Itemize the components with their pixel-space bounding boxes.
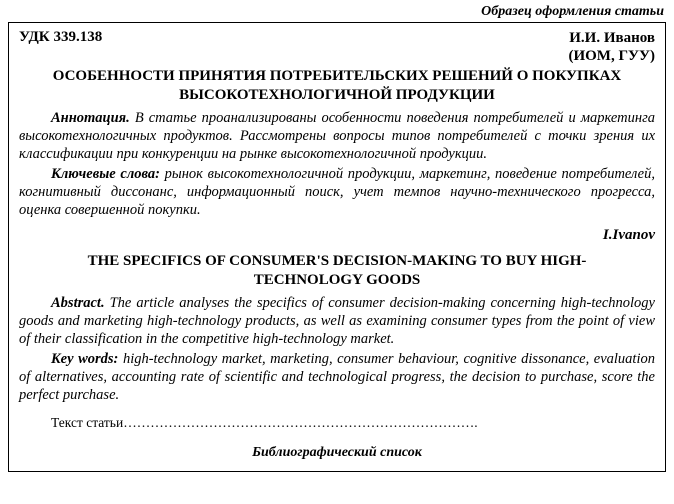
author-affiliation-ru: (ИОМ, ГУУ): [568, 47, 655, 65]
title-ru-line1: ОСОБЕННОСТИ ПРИНЯТИЯ ПОТРЕБИТЕЛЬСКИХ РЕШ…: [53, 68, 622, 84]
title-ru-line2: ВЫСОКОТЕХНОЛОГИЧНОЙ ПРОДУКЦИИ: [179, 87, 495, 103]
abstract-en: Abstract. The article analyses the speci…: [19, 294, 655, 348]
title-en: THE SPECIFICS OF CONSUMER'S DECISION-MAK…: [19, 252, 655, 290]
body-text-dots: …………………………………………………………………….: [123, 415, 477, 430]
author-block-ru: И.И. Иванов (ИОМ, ГУУ): [568, 29, 655, 65]
sample-label: Образец оформления статьи: [8, 4, 664, 20]
annotation-label-ru: Аннотация.: [51, 110, 130, 126]
author-en: I.Ivanov: [19, 227, 655, 244]
title-ru: ОСОБЕННОСТИ ПРИНЯТИЯ ПОТРЕБИТЕЛЬСКИХ РЕШ…: [19, 67, 655, 105]
udc-code: УДК 339.138: [19, 29, 102, 46]
keywords-ru: Ключевые слова: рынок высокотехнологично…: [19, 165, 655, 219]
keywords-label-ru: Ключевые слова:: [51, 166, 160, 182]
bibliography-heading: Библиографический список: [19, 445, 655, 461]
page: Образец оформления статьи УДК 339.138 И.…: [0, 0, 674, 480]
title-en-line2: TECHNOLOGY GOODS: [254, 272, 421, 288]
body-text-placeholder: Текст статьи…………………………………………………………………….: [19, 415, 655, 431]
header-row: УДК 339.138 И.И. Иванов (ИОМ, ГУУ): [19, 29, 655, 65]
body-text-label: Текст статьи: [51, 415, 123, 430]
article-frame: УДК 339.138 И.И. Иванов (ИОМ, ГУУ) ОСОБЕ…: [8, 22, 666, 472]
annotation-ru: Аннотация. В статье проанализированы осо…: [19, 109, 655, 163]
author-name-ru: И.И. Иванов: [568, 29, 655, 47]
title-en-line1: THE SPECIFICS OF CONSUMER'S DECISION-MAK…: [88, 253, 587, 269]
keywords-label-en: Key words:: [51, 351, 118, 367]
abstract-label-en: Abstract.: [51, 295, 105, 311]
abstract-text-en: The article analyses the specifics of co…: [19, 295, 655, 347]
keywords-en: Key words: high-technology market, marke…: [19, 350, 655, 404]
